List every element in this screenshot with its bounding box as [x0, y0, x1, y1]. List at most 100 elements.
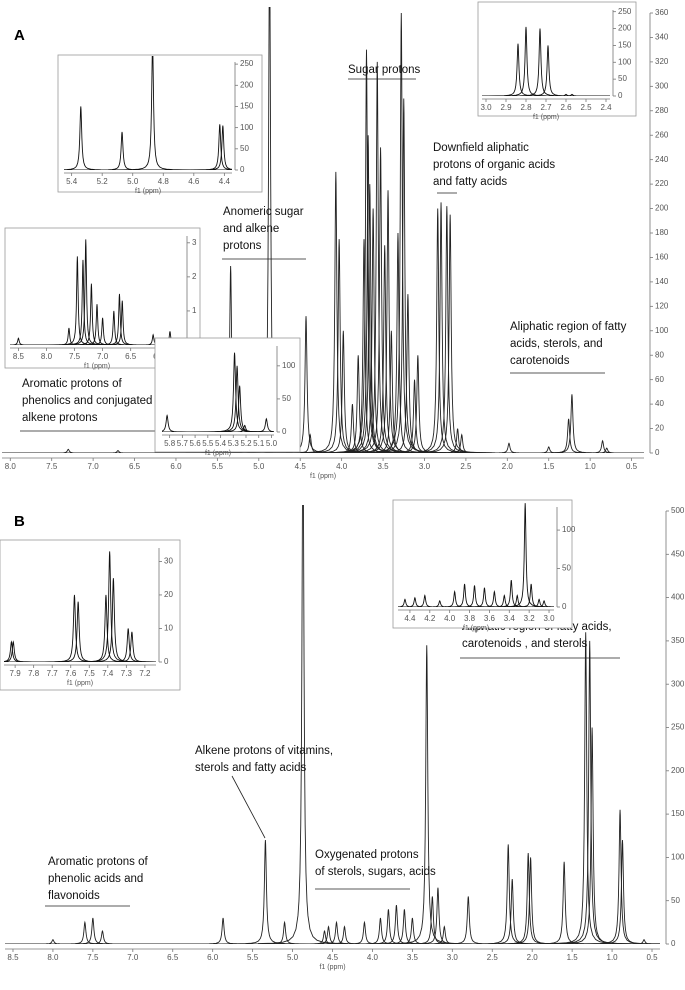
spectrum-trace [162, 352, 274, 432]
peak [64, 551, 155, 662]
peak [328, 208, 419, 453]
peak [499, 600, 554, 607]
y-tick-label: 340 [655, 33, 669, 42]
peak [502, 45, 594, 96]
peak [162, 414, 213, 432]
spectrum-panel: 7.9 7.8 7.7 7.6 7.5 7.4 7.3 7.2 0 10 20 30 f1 (ppm) [0, 539, 181, 691]
peak [239, 920, 330, 944]
y-tick-label: 0 [618, 91, 623, 100]
x-tick-label: 3.4 [504, 614, 516, 623]
x-tick-label: 4.0 [367, 953, 379, 962]
x-tick-label: 6.5 [129, 462, 141, 471]
peak [494, 28, 586, 96]
peak [40, 239, 131, 345]
peak [392, 208, 483, 453]
x-tick-label: 0.5 [626, 462, 638, 471]
x-tick-label: 4.0 [444, 614, 456, 623]
x-tick-label: 1.0 [585, 462, 597, 471]
x-tick-label: 5.8 [164, 439, 176, 448]
peak [561, 447, 644, 453]
peak [405, 214, 496, 453]
annotation: Oxygenated protons [315, 849, 419, 861]
spectrum-panel: 8.5 8.0 7.5 7.0 6.5 6.0 5.5 5.0 4.5 4.0 3.5 3.0 2.5 2… [5, 505, 685, 971]
x-tick-label: 7.5 [46, 462, 58, 471]
x-tick-label: 3.6 [484, 614, 496, 623]
peak [220, 840, 311, 944]
x-tick-label: 7.5 [84, 669, 96, 678]
x-tick-label: 5.2 [240, 439, 252, 448]
y-tick-label: 220 [655, 179, 669, 188]
x-tick-label: 5.5 [202, 439, 214, 448]
peak [483, 853, 574, 944]
peak [523, 418, 614, 453]
peak [283, 925, 374, 944]
spectrum-trace [398, 503, 554, 607]
spectrum-trace [64, 56, 232, 170]
y-tick-label: 200 [240, 80, 254, 89]
annotation: carotenoids , and sterols [462, 638, 588, 650]
annotation: carotenoids [510, 355, 570, 367]
y-tick-label: 100 [562, 525, 576, 534]
y-tick-label: 0 [282, 427, 287, 436]
x-tick-label: 3.0 [419, 462, 431, 471]
x-tick-label: 5.0 [266, 439, 278, 448]
x-tick-label: 2.0 [502, 462, 514, 471]
spectrum-panel: 5.8 5.7 5.6 5.5 5.4 5.3 5.2 5.1 5.0 0 50 100 f1 (ppm… [154, 337, 301, 457]
x-tick-label: 5.0 [127, 177, 139, 186]
y-tick-label: 3 [192, 238, 197, 247]
peak [23, 448, 114, 453]
peak [547, 727, 638, 944]
y-tick-label: 350 [671, 636, 685, 645]
peak [358, 98, 449, 453]
y-tick-label: 250 [671, 723, 685, 732]
annotation: Aromatic protons of [48, 856, 149, 868]
peak [575, 809, 660, 944]
peak [299, 925, 390, 944]
x-tick-label: 1.0 [607, 953, 619, 962]
x-tick-label: 5.4 [66, 177, 78, 186]
y-tick-label: 200 [655, 204, 669, 213]
peak [463, 844, 554, 944]
x-tick-label: 2.5 [460, 462, 472, 471]
x-tick-label: 1.5 [567, 953, 579, 962]
y-tick-label: 250 [618, 7, 632, 16]
y-tick-label: 1 [192, 306, 197, 315]
spectrum-trace [10, 239, 184, 345]
peak [178, 917, 269, 944]
y-tick-label: 200 [618, 24, 632, 33]
y-tick-label: 0 [671, 939, 676, 948]
peak [257, 505, 348, 944]
peak [527, 93, 610, 96]
x-tick-label: 3.0 [480, 103, 492, 112]
x-tick-label: 4.4 [219, 177, 231, 186]
x-tick-label: 2.9 [500, 103, 512, 112]
x-tick-label: 8.5 [7, 953, 19, 962]
x-tick-label: 2.5 [487, 953, 499, 962]
peak [335, 147, 426, 453]
x-tick-label: 7.5 [87, 953, 99, 962]
y-tick-label: 0 [164, 657, 169, 666]
y-tick-label: 100 [655, 326, 669, 335]
annotation: Aromatic protons of [22, 378, 123, 390]
inset-frame [154, 337, 301, 453]
x-tick-label: 3.5 [377, 462, 389, 471]
x-tick-label: 6.5 [125, 352, 137, 361]
y-tick-label: 360 [655, 8, 669, 17]
y-tick-label: 280 [655, 106, 669, 115]
x-tick-label: 7.7 [47, 669, 59, 678]
peak [4, 640, 59, 662]
peak [540, 632, 631, 944]
y-tick-label: 400 [671, 593, 685, 602]
peak [33, 601, 124, 662]
panel-label: B [14, 513, 25, 530]
x-tick-label: 5.2 [97, 177, 109, 186]
y-tick-label: 30 [164, 557, 173, 566]
x-tick-label: 2.8 [520, 103, 532, 112]
peak [177, 125, 232, 170]
peak [332, 61, 423, 453]
spectrum-panel: 8.0 7.5 7.0 6.5 6.0 5.5 5.0 4.5 4.0 3.5 3.0 2.5 2.0 1… [2, 7, 669, 480]
y-tick-label: 50 [562, 564, 571, 573]
peak [599, 939, 660, 944]
x-tick-label: 7.6 [65, 669, 77, 678]
